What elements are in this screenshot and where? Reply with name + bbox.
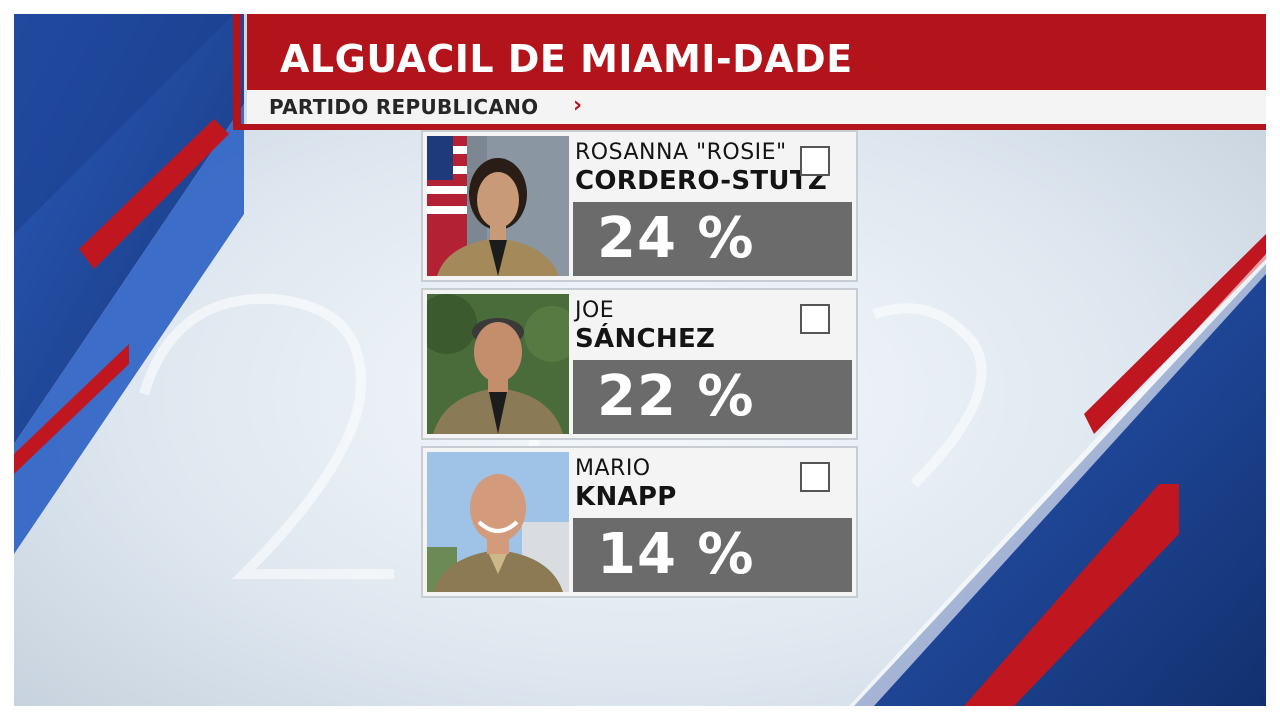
candidate-card: MARIO KNAPP 14 %: [423, 448, 856, 596]
banner-divider: [233, 124, 1266, 130]
candidate-first-name: JOE: [575, 298, 615, 323]
chevron-right-icon: ›: [573, 93, 583, 118]
checkbox-icon: [800, 146, 830, 176]
title-banner: ALGUACIL DE MIAMI-DADE PARTIDO REPUBLICA…: [233, 14, 1266, 130]
candidate-first-name: ROSANNA "ROSIE": [575, 140, 787, 165]
title-bar: ALGUACIL DE MIAMI-DADE: [247, 14, 1266, 90]
candidate-card: ROSANNA "ROSIE" CORDERO-STUTZ 24 %: [423, 132, 856, 280]
candidate-photo: [427, 452, 569, 592]
candidate-last-name: SÁNCHEZ: [575, 324, 716, 354]
vote-percent-box: 22 %: [573, 360, 852, 434]
vote-percent: 22 %: [597, 364, 755, 429]
checkbox-icon: [800, 304, 830, 334]
vote-percent-box: 24 %: [573, 202, 852, 276]
checkbox-icon: [800, 462, 830, 492]
vote-percent: 14 %: [597, 522, 755, 587]
broadcast-graphic: ALGUACIL DE MIAMI-DADE PARTIDO REPUBLICA…: [14, 14, 1266, 706]
banner-accent-bar: [233, 14, 241, 130]
candidate-first-name: MARIO: [575, 456, 651, 481]
candidate-photo: [427, 136, 569, 276]
candidate-last-name: CORDERO-STUTZ: [575, 166, 828, 196]
candidate-last-name: KNAPP: [575, 482, 677, 512]
candidate-card: JOE SÁNCHEZ 22 %: [423, 290, 856, 438]
vote-percent-box: 14 %: [573, 518, 852, 592]
race-title: ALGUACIL DE MIAMI-DADE: [280, 37, 853, 81]
subtitle-bar: PARTIDO REPUBLICANO ›: [247, 90, 1266, 124]
party-label: PARTIDO REPUBLICANO: [269, 95, 539, 119]
vote-percent: 24 %: [597, 206, 755, 271]
candidate-photo: [427, 294, 569, 434]
